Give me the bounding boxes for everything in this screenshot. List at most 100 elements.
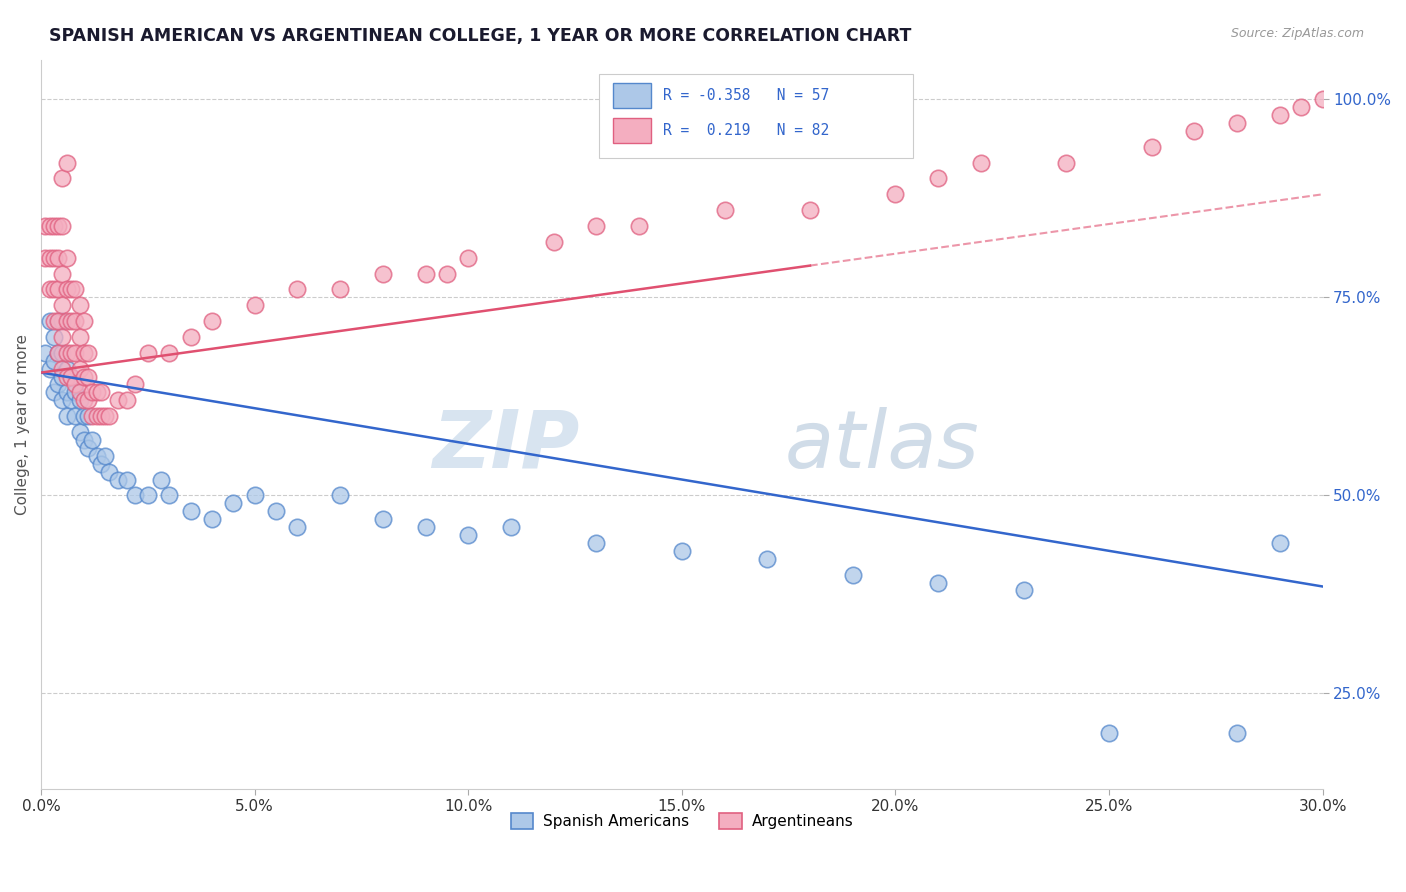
Point: [1226, 116, 1249, 130]
Point: [180, 504, 202, 518]
Point: [65, 385, 87, 400]
Text: Source: ZipAtlas.com: Source: ZipAtlas.com: [1230, 27, 1364, 40]
Point: [970, 155, 993, 169]
Point: [457, 528, 479, 542]
Point: [38, 251, 60, 265]
Point: [1226, 726, 1249, 740]
Point: [38, 282, 60, 296]
Point: [371, 512, 394, 526]
Point: [46, 219, 69, 233]
Point: [51, 361, 73, 376]
Point: [46, 345, 69, 359]
Point: [55, 155, 77, 169]
Point: [94, 449, 117, 463]
Point: [90, 409, 112, 424]
Text: R =  0.219   N = 82: R = 0.219 N = 82: [662, 123, 830, 137]
Point: [82, 409, 104, 424]
Point: [243, 298, 266, 312]
Point: [287, 282, 309, 296]
Point: [60, 369, 83, 384]
Point: [86, 449, 108, 463]
Text: R = -0.358   N = 57: R = -0.358 N = 57: [662, 87, 830, 103]
Point: [136, 488, 159, 502]
Point: [69, 330, 91, 344]
Point: [77, 409, 100, 424]
Point: [264, 504, 287, 518]
Point: [51, 267, 73, 281]
Point: [436, 267, 458, 281]
Point: [287, 520, 309, 534]
Point: [799, 203, 821, 218]
Point: [42, 353, 65, 368]
Point: [201, 512, 224, 526]
Point: [1140, 140, 1163, 154]
Point: [42, 219, 65, 233]
Text: ZIP: ZIP: [432, 407, 579, 485]
Point: [713, 203, 735, 218]
Point: [98, 409, 121, 424]
Point: [55, 251, 77, 265]
Point: [46, 377, 69, 392]
Point: [55, 369, 77, 384]
Point: [55, 361, 77, 376]
Point: [149, 473, 172, 487]
Point: [69, 361, 91, 376]
Point: [42, 282, 65, 296]
Point: [55, 345, 77, 359]
Point: [136, 345, 159, 359]
FancyBboxPatch shape: [613, 83, 651, 108]
Point: [65, 282, 87, 296]
Point: [157, 488, 180, 502]
Point: [34, 219, 56, 233]
Point: [65, 314, 87, 328]
Point: [82, 433, 104, 447]
Point: [46, 251, 69, 265]
Point: [60, 369, 83, 384]
FancyBboxPatch shape: [613, 118, 651, 143]
Point: [34, 345, 56, 359]
Point: [65, 409, 87, 424]
Point: [38, 314, 60, 328]
Point: [499, 520, 522, 534]
Point: [42, 314, 65, 328]
Point: [1098, 726, 1121, 740]
Point: [34, 251, 56, 265]
Point: [73, 433, 96, 447]
Point: [884, 187, 907, 202]
Point: [65, 377, 87, 392]
Point: [415, 267, 437, 281]
Point: [82, 385, 104, 400]
Point: [585, 536, 607, 550]
Point: [180, 330, 202, 344]
Point: [77, 345, 100, 359]
Text: atlas: atlas: [785, 407, 979, 485]
Point: [157, 345, 180, 359]
Point: [124, 488, 146, 502]
Point: [1268, 536, 1291, 550]
Point: [927, 575, 949, 590]
Point: [329, 282, 352, 296]
Point: [243, 488, 266, 502]
Point: [51, 314, 73, 328]
Point: [86, 385, 108, 400]
Point: [42, 385, 65, 400]
Point: [115, 393, 138, 408]
Point: [73, 393, 96, 408]
Point: [60, 345, 83, 359]
Point: [1184, 124, 1206, 138]
Point: [73, 314, 96, 328]
Point: [115, 473, 138, 487]
Point: [51, 369, 73, 384]
Point: [671, 544, 693, 558]
Point: [55, 409, 77, 424]
Point: [51, 393, 73, 408]
Point: [55, 314, 77, 328]
Point: [73, 409, 96, 424]
Point: [51, 171, 73, 186]
Point: [51, 330, 73, 344]
Point: [1054, 155, 1077, 169]
Point: [77, 393, 100, 408]
Point: [46, 314, 69, 328]
Point: [94, 409, 117, 424]
Point: [60, 282, 83, 296]
